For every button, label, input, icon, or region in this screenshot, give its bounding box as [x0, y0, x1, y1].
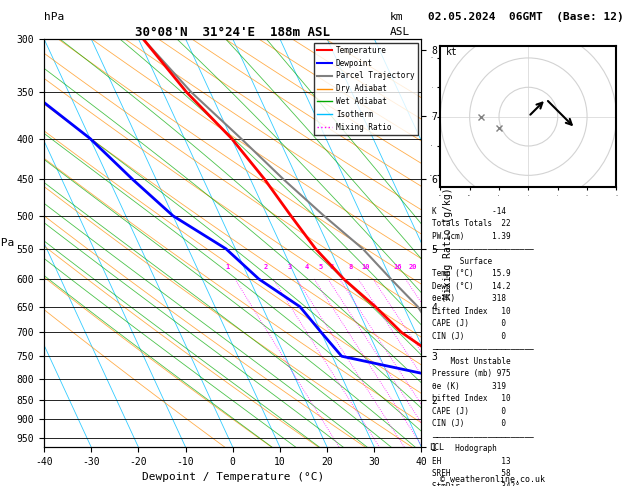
Text: hPa: hPa	[0, 238, 14, 248]
Text: 2: 2	[264, 264, 268, 270]
Text: 20: 20	[409, 264, 418, 270]
Text: 02.05.2024  06GMT  (Base: 12): 02.05.2024 06GMT (Base: 12)	[428, 12, 623, 22]
Text: © weatheronline.co.uk: © weatheronline.co.uk	[440, 474, 545, 484]
Text: 6: 6	[330, 264, 334, 270]
Text: 8: 8	[348, 264, 353, 270]
Title: 30°08'N  31°24'E  188m ASL: 30°08'N 31°24'E 188m ASL	[135, 26, 330, 39]
Text: ASL: ASL	[390, 27, 410, 37]
Text: 1: 1	[226, 264, 230, 270]
Y-axis label: Mixing Ratio (g/kg): Mixing Ratio (g/kg)	[443, 187, 453, 299]
Text: 4: 4	[304, 264, 309, 270]
Text: LCL: LCL	[429, 443, 444, 451]
Text: kt: kt	[446, 47, 458, 57]
Legend: Temperature, Dewpoint, Parcel Trajectory, Dry Adiabat, Wet Adiabat, Isotherm, Mi: Temperature, Dewpoint, Parcel Trajectory…	[314, 43, 418, 135]
Text: K            -14
Totals Totals  22
PW (cm)      1.39
──────────────────────
    : K -14 Totals Totals 22 PW (cm) 1.39 ────…	[431, 207, 533, 486]
Text: 10: 10	[361, 264, 370, 270]
Text: km: km	[390, 12, 403, 22]
Text: 5: 5	[318, 264, 323, 270]
Text: hPa: hPa	[44, 12, 64, 22]
X-axis label: Dewpoint / Temperature (°C): Dewpoint / Temperature (°C)	[142, 472, 324, 483]
Text: 16: 16	[393, 264, 402, 270]
Text: 3: 3	[287, 264, 291, 270]
